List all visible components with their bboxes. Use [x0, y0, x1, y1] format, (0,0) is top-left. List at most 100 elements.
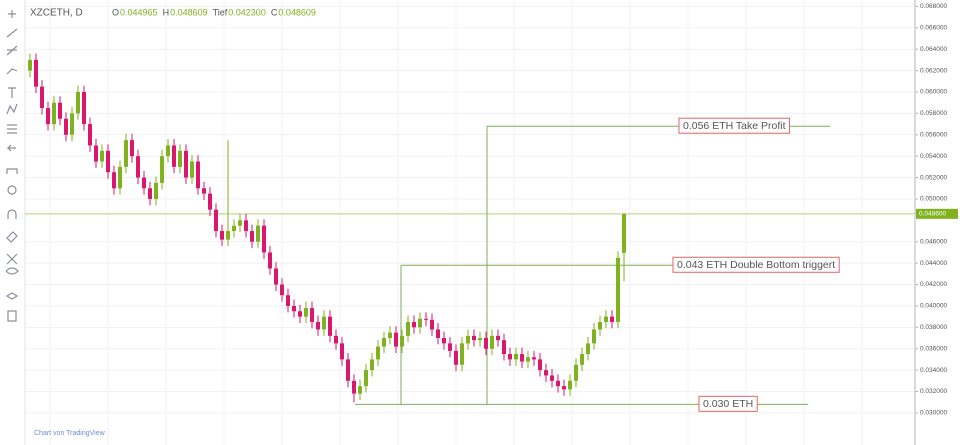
last-price-label: 0.048600 — [919, 211, 946, 218]
candle-body — [172, 145, 176, 167]
candle-body — [106, 150, 110, 173]
candle-body — [130, 140, 134, 157]
candle-body — [442, 338, 446, 344]
candle-body — [304, 308, 308, 317]
candle-body — [64, 118, 68, 135]
candle-body — [238, 220, 242, 226]
candle-body — [448, 343, 452, 351]
candle-body — [598, 321, 602, 330]
candle-body — [574, 364, 578, 381]
candle-body — [616, 257, 620, 322]
candle-body — [310, 308, 314, 322]
candle-body — [508, 354, 512, 360]
candle-body — [538, 359, 542, 371]
candle-body — [280, 284, 284, 296]
candle-body — [478, 338, 482, 341]
legend-label: H — [163, 7, 170, 17]
candle-body — [580, 354, 584, 365]
candle-body — [466, 335, 470, 344]
candle-body — [202, 188, 206, 194]
candle-body — [334, 335, 338, 344]
candle-body — [496, 335, 500, 341]
candle-body — [502, 340, 506, 355]
candle-body — [274, 268, 278, 285]
candle-body — [196, 161, 200, 189]
candle-body — [136, 156, 140, 178]
candle-body — [58, 102, 62, 119]
candle-body — [124, 140, 128, 167]
candle-body — [406, 321, 410, 336]
candle-body — [190, 161, 194, 178]
candle-body — [154, 182, 158, 199]
candle-body — [244, 220, 248, 232]
candle-body — [178, 150, 182, 167]
candle-body — [322, 316, 326, 330]
candle-body — [94, 145, 98, 162]
candle-body — [550, 375, 554, 381]
y-tick-label: 0.064000 — [920, 46, 947, 53]
candle-body — [346, 359, 350, 381]
candle-body — [520, 354, 524, 362]
candle-body — [184, 150, 188, 178]
candle-body — [394, 332, 398, 347]
candle-body — [46, 108, 50, 125]
y-tick-label: 0.032000 — [920, 388, 947, 395]
candle-body — [436, 329, 440, 339]
y-tick-label: 0.036000 — [920, 345, 947, 352]
candle-body — [544, 370, 548, 376]
candle-body — [82, 91, 86, 125]
candle-body — [292, 305, 296, 312]
annotation-box — [678, 117, 791, 134]
symbol: XZCETH, D — [30, 8, 83, 19]
candle-body — [118, 166, 122, 189]
candle-body — [556, 380, 560, 387]
y-tick-label: 0.050000 — [920, 196, 947, 203]
annotations: 0.056 ETH Take Profit 0.043 ETH Double Bo… — [355, 117, 840, 412]
candle-body — [430, 319, 434, 330]
candle-body — [340, 343, 344, 360]
candle-body — [514, 354, 518, 360]
candle-body — [526, 357, 530, 362]
y-tick-label: 0.034000 — [920, 367, 947, 374]
candle-body — [88, 124, 92, 146]
legend-label: O — [112, 7, 119, 17]
legend-label: Tief — [213, 7, 228, 17]
candle-body — [268, 252, 272, 269]
candle-body — [226, 231, 230, 240]
legend-value: 0.044965 — [120, 7, 158, 17]
watermark: Chart von TradingView — [34, 430, 106, 437]
candle-body — [622, 213, 626, 253]
candle-body — [220, 231, 224, 240]
y-tick-label: 0.030000 — [920, 410, 947, 417]
candle-body — [400, 335, 404, 347]
last-price-box — [916, 208, 958, 219]
candle-body — [532, 357, 536, 360]
annotation-box — [672, 256, 840, 273]
y-tick-label: 0.046000 — [920, 238, 947, 245]
candle-body — [28, 59, 32, 71]
candle-body — [358, 386, 362, 394]
candle-body — [418, 318, 422, 328]
candle-body — [52, 102, 56, 125]
candle-body — [604, 316, 608, 322]
candle-body — [568, 380, 572, 390]
y-tick-label: 0.068000 — [920, 3, 947, 10]
y-tick-label: 0.054000 — [920, 153, 947, 160]
candle-body — [424, 318, 428, 320]
candle-body — [208, 193, 212, 210]
y-tick-label: 0.038000 — [920, 324, 947, 331]
candle-body — [142, 177, 146, 189]
toolbar — [5, 10, 19, 322]
annotation-text: 0.043 ETH Double Bottom triggert — [677, 259, 835, 271]
candle-body — [112, 172, 116, 189]
candle-body — [592, 329, 596, 344]
candle-body — [34, 59, 38, 87]
candle-body — [100, 150, 104, 162]
candle-body — [352, 380, 356, 394]
candle-body — [166, 145, 170, 157]
annotation-box — [698, 395, 758, 412]
candle-body — [364, 370, 368, 387]
candle-body — [76, 91, 80, 114]
candle-body — [454, 350, 458, 365]
